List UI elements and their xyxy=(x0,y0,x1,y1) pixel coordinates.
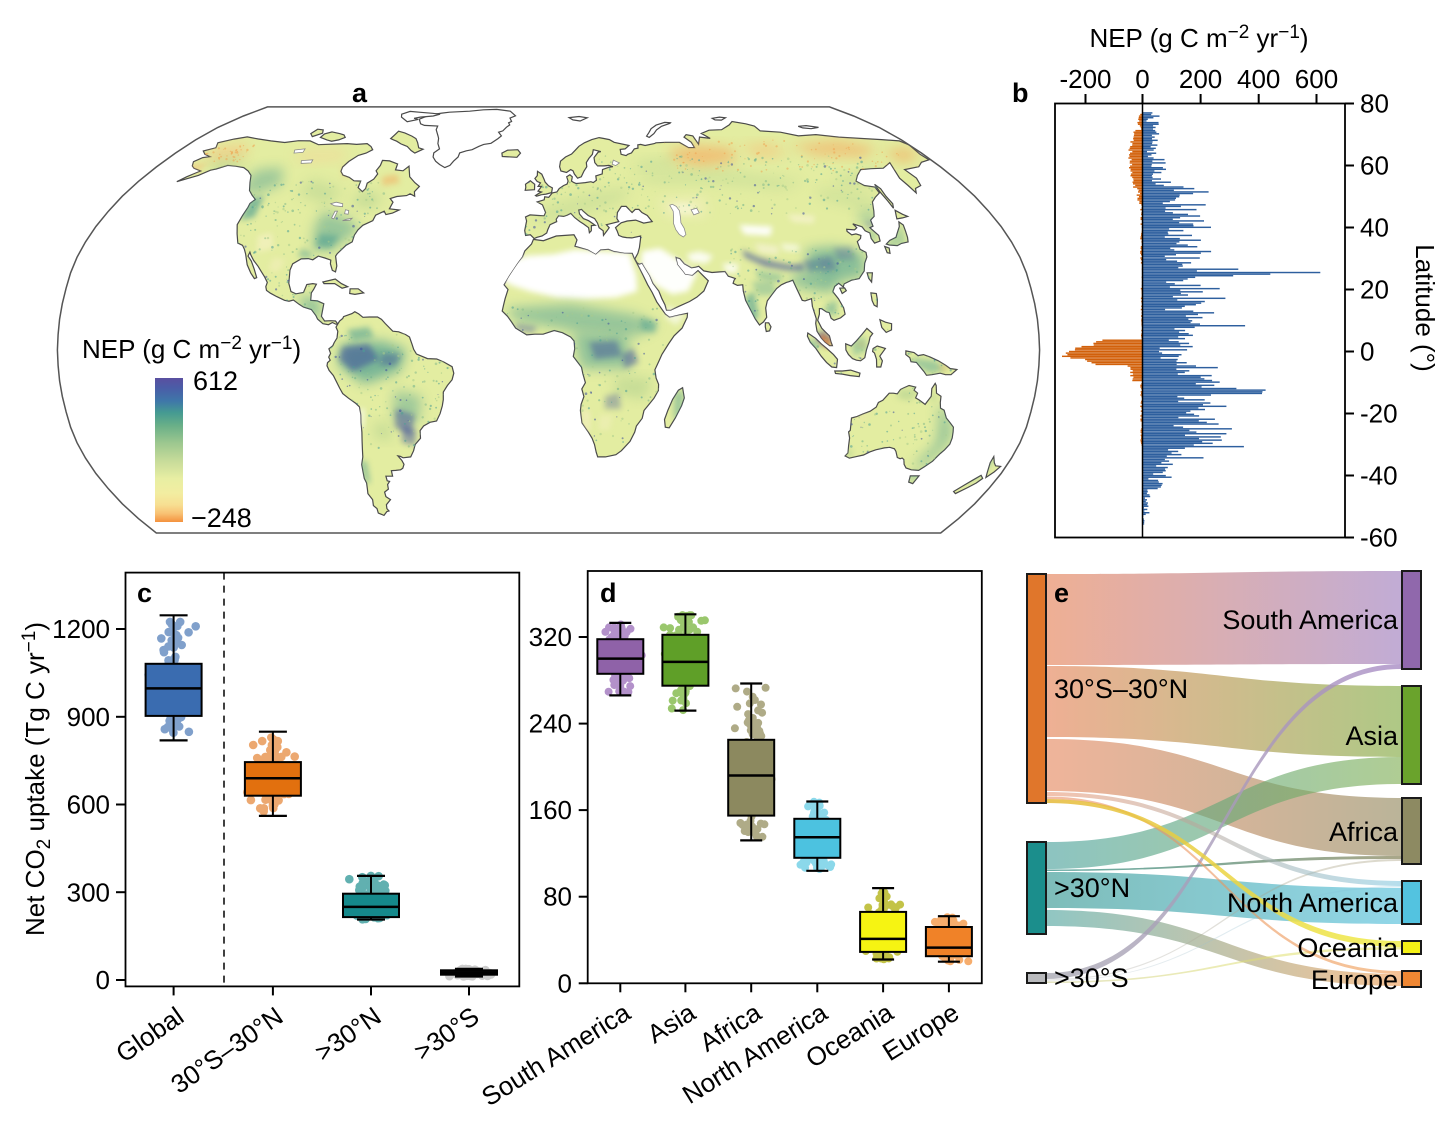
svg-text:Africa: Africa xyxy=(1329,817,1399,847)
svg-text:60: 60 xyxy=(1360,151,1389,181)
svg-text:0: 0 xyxy=(1135,64,1149,94)
svg-text:-60: -60 xyxy=(1360,523,1398,553)
svg-text:NEP (g C m−2 yr−1): NEP (g C m−2 yr−1) xyxy=(82,333,301,364)
svg-text:-40: -40 xyxy=(1360,461,1398,491)
svg-text:400: 400 xyxy=(1237,64,1280,94)
svg-text:North America: North America xyxy=(1227,888,1399,918)
svg-text:Oceania: Oceania xyxy=(1297,933,1399,963)
svg-text:Europe: Europe xyxy=(1311,965,1398,995)
svg-text:e: e xyxy=(1054,578,1069,608)
svg-text:300: 300 xyxy=(67,877,110,907)
svg-text:>30°S: >30°S xyxy=(1054,963,1129,993)
svg-text:320: 320 xyxy=(529,622,572,652)
svg-text:d: d xyxy=(600,578,617,608)
svg-text:0: 0 xyxy=(1360,337,1374,367)
svg-text:600: 600 xyxy=(1295,64,1338,94)
svg-text:a: a xyxy=(352,78,368,108)
svg-text:200: 200 xyxy=(1179,64,1222,94)
svg-text:-20: -20 xyxy=(1360,399,1398,429)
svg-text:NEP (g C m−2 yr−1): NEP (g C m−2 yr−1) xyxy=(1089,22,1308,53)
svg-text:0: 0 xyxy=(558,968,572,998)
svg-text:30°S–30°N: 30°S–30°N xyxy=(1054,674,1188,704)
svg-text:>30°N: >30°N xyxy=(1054,873,1130,903)
svg-text:Latitude (°): Latitude (°) xyxy=(1410,244,1440,371)
svg-text:c: c xyxy=(137,578,152,608)
svg-text:80: 80 xyxy=(1360,89,1389,119)
svg-text:−248: −248 xyxy=(191,503,252,533)
svg-text:Asia: Asia xyxy=(1345,721,1399,751)
svg-text:612: 612 xyxy=(193,366,238,396)
svg-text:Net CO2 uptake (Tg C yr−1): Net CO2 uptake (Tg C yr−1) xyxy=(19,622,55,936)
svg-text:240: 240 xyxy=(529,709,572,739)
svg-text:South America: South America xyxy=(1222,605,1399,635)
svg-text:1200: 1200 xyxy=(52,614,110,644)
svg-text:-200: -200 xyxy=(1059,64,1111,94)
svg-text:900: 900 xyxy=(67,702,110,732)
svg-text:600: 600 xyxy=(67,790,110,820)
svg-text:0: 0 xyxy=(96,965,110,995)
svg-text:160: 160 xyxy=(529,795,572,825)
svg-text:20: 20 xyxy=(1360,275,1389,305)
svg-text:80: 80 xyxy=(543,882,572,912)
svg-text:b: b xyxy=(1012,78,1029,108)
svg-text:40: 40 xyxy=(1360,213,1389,243)
